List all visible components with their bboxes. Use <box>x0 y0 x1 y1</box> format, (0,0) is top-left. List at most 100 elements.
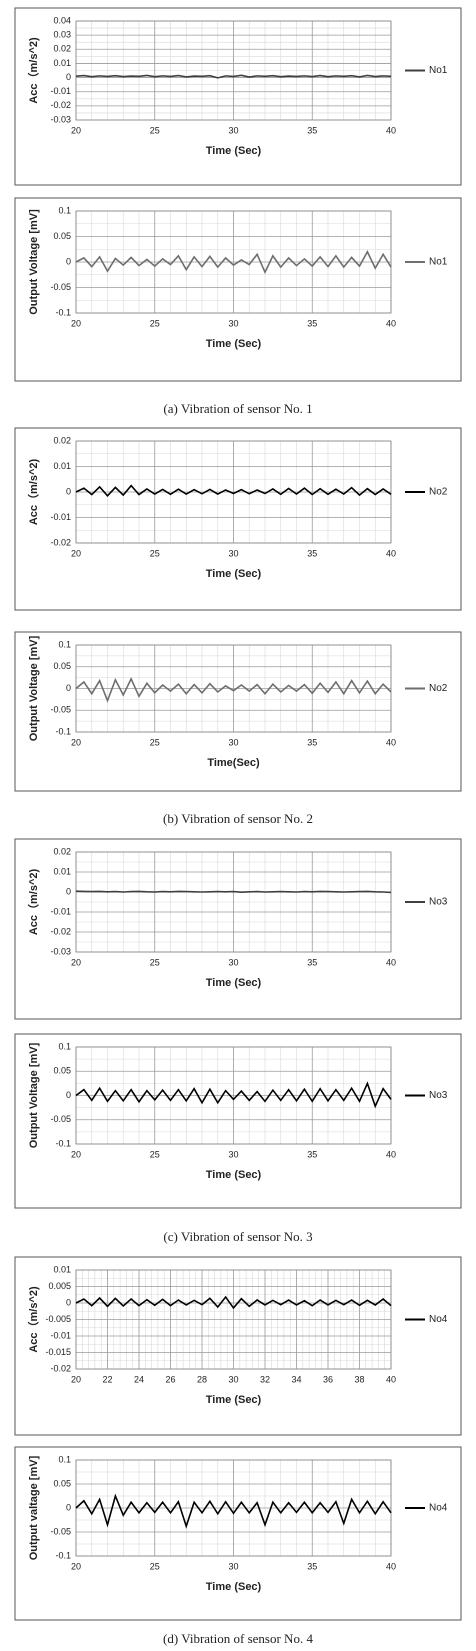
y-tick-label: -0.01 <box>50 1330 71 1340</box>
x-tick-label: 30 <box>228 737 238 747</box>
x-tick-label: 20 <box>71 1149 81 1159</box>
x-tick-label: 30 <box>228 1561 238 1571</box>
chart-frame <box>14 427 462 611</box>
caption: (b) Vibration of sensor No. 2 <box>163 811 313 826</box>
x-tick-label: 40 <box>386 957 396 967</box>
x-tick-label: 20 <box>71 1561 81 1571</box>
data-line <box>75 484 392 498</box>
x-tick-label: 25 <box>150 957 160 967</box>
chart-frame <box>14 838 462 1020</box>
y-tick-label: 0 <box>66 1502 71 1512</box>
legend-label: No4 <box>429 1503 448 1514</box>
data-line <box>75 1295 392 1310</box>
x-tick-label: 36 <box>323 1374 333 1384</box>
y-tick-label: -0.02 <box>50 1363 71 1373</box>
data-line <box>75 1081 392 1109</box>
x-axis-label: Time (Sec) <box>206 1394 262 1406</box>
data-line <box>75 74 392 79</box>
y-tick-label: 0.05 <box>53 231 71 241</box>
chart-frame <box>14 1033 462 1209</box>
x-tick-label: 20 <box>71 548 81 558</box>
x-tick-label: 25 <box>150 548 160 558</box>
y-tick-label: -0.05 <box>50 282 71 292</box>
x-axis-label: Time (Sec) <box>206 977 262 989</box>
x-tick-label: 20 <box>71 957 81 967</box>
y-tick-label: 0.005 <box>48 1281 71 1291</box>
x-tick-label: 35 <box>307 957 317 967</box>
y-tick-label: -0.005 <box>45 1314 71 1324</box>
x-tick-label: 30 <box>228 957 238 967</box>
x-tick-label: 28 <box>197 1374 207 1384</box>
y-tick-label: 0.01 <box>53 58 71 68</box>
data-line <box>75 1493 392 1529</box>
y-axis-label: Output Voltage [mV] <box>28 1042 40 1148</box>
x-tick-label: 34 <box>291 1374 301 1384</box>
x-axis-label: Time (Sec) <box>206 338 262 350</box>
y-tick-label: -0.02 <box>50 100 71 110</box>
y-tick-label: 0.1 <box>58 1454 71 1464</box>
x-tick-label: 25 <box>150 125 160 135</box>
x-tick-label: 20 <box>71 125 81 135</box>
legend-label: No3 <box>429 1090 448 1101</box>
x-tick-label: 40 <box>386 1374 396 1384</box>
y-tick-label: 0.01 <box>53 866 71 876</box>
legend-label: No2 <box>429 683 448 694</box>
plot-border <box>75 1269 392 1370</box>
chart-frame <box>14 1446 462 1621</box>
plot-border <box>75 20 392 121</box>
y-tick-label: 0 <box>66 683 71 693</box>
data-line <box>75 677 392 703</box>
y-axis-label: Output Voltage [mV] <box>28 209 40 315</box>
y-tick-label: -0.03 <box>50 114 71 124</box>
y-tick-label: -0.1 <box>55 726 71 736</box>
x-tick-label: 35 <box>307 1149 317 1159</box>
caption: (a) Vibration of sensor No. 1 <box>163 401 312 416</box>
y-tick-label: -0.01 <box>50 906 71 916</box>
x-tick-label: 35 <box>307 125 317 135</box>
y-tick-label: -0.02 <box>50 926 71 936</box>
x-tick-label: 24 <box>134 1374 144 1384</box>
x-tick-label: 40 <box>386 548 396 558</box>
y-tick-label: -0.01 <box>50 512 71 522</box>
x-tick-label: 35 <box>307 737 317 747</box>
x-tick-label: 30 <box>228 548 238 558</box>
y-tick-label: 0.04 <box>53 15 71 25</box>
y-tick-label: 0 <box>66 1090 71 1100</box>
y-tick-label: 0.1 <box>58 205 71 215</box>
y-tick-label: -0.015 <box>45 1347 71 1357</box>
y-tick-label: -0.05 <box>50 705 71 715</box>
y-tick-label: 0 <box>66 72 71 82</box>
x-axis-label: Time (Sec) <box>206 568 262 580</box>
y-tick-label: 0.05 <box>53 1066 71 1076</box>
plot-border <box>75 851 392 953</box>
x-tick-label: 20 <box>71 737 81 747</box>
y-tick-label: 0.1 <box>58 1041 71 1051</box>
y-tick-label: -0.1 <box>55 1550 71 1560</box>
x-tick-label: 38 <box>354 1374 364 1384</box>
y-axis-label: Acc（m/s^2) <box>27 868 40 935</box>
y-axis-label: Output valtage [mV] <box>28 1455 40 1560</box>
x-tick-label: 32 <box>260 1374 270 1384</box>
x-tick-label: 35 <box>307 318 317 328</box>
x-tick-label: 25 <box>150 1561 160 1571</box>
y-axis-label: Output Voltage [mV] <box>28 635 40 741</box>
y-tick-label: 0 <box>66 256 71 266</box>
data-line <box>75 890 392 894</box>
legend-label: No1 <box>429 257 448 268</box>
data-line <box>75 250 392 275</box>
x-tick-label: 40 <box>386 1561 396 1571</box>
y-tick-label: 0.01 <box>53 461 71 471</box>
y-tick-label: -0.1 <box>55 307 71 317</box>
chart-frame <box>14 7 462 186</box>
y-tick-label: 0.02 <box>53 44 71 54</box>
x-axis-label: Time(Sec) <box>207 757 260 769</box>
caption: (d) Vibration of sensor No. 4 <box>163 1631 313 1646</box>
x-tick-label: 30 <box>228 318 238 328</box>
caption: (c) Vibration of sensor No. 3 <box>163 1229 312 1244</box>
y-tick-label: -0.03 <box>50 946 71 956</box>
x-tick-label: 20 <box>71 318 81 328</box>
x-tick-label: 30 <box>228 1149 238 1159</box>
x-tick-label: 25 <box>150 318 160 328</box>
chart-frame <box>14 631 462 792</box>
